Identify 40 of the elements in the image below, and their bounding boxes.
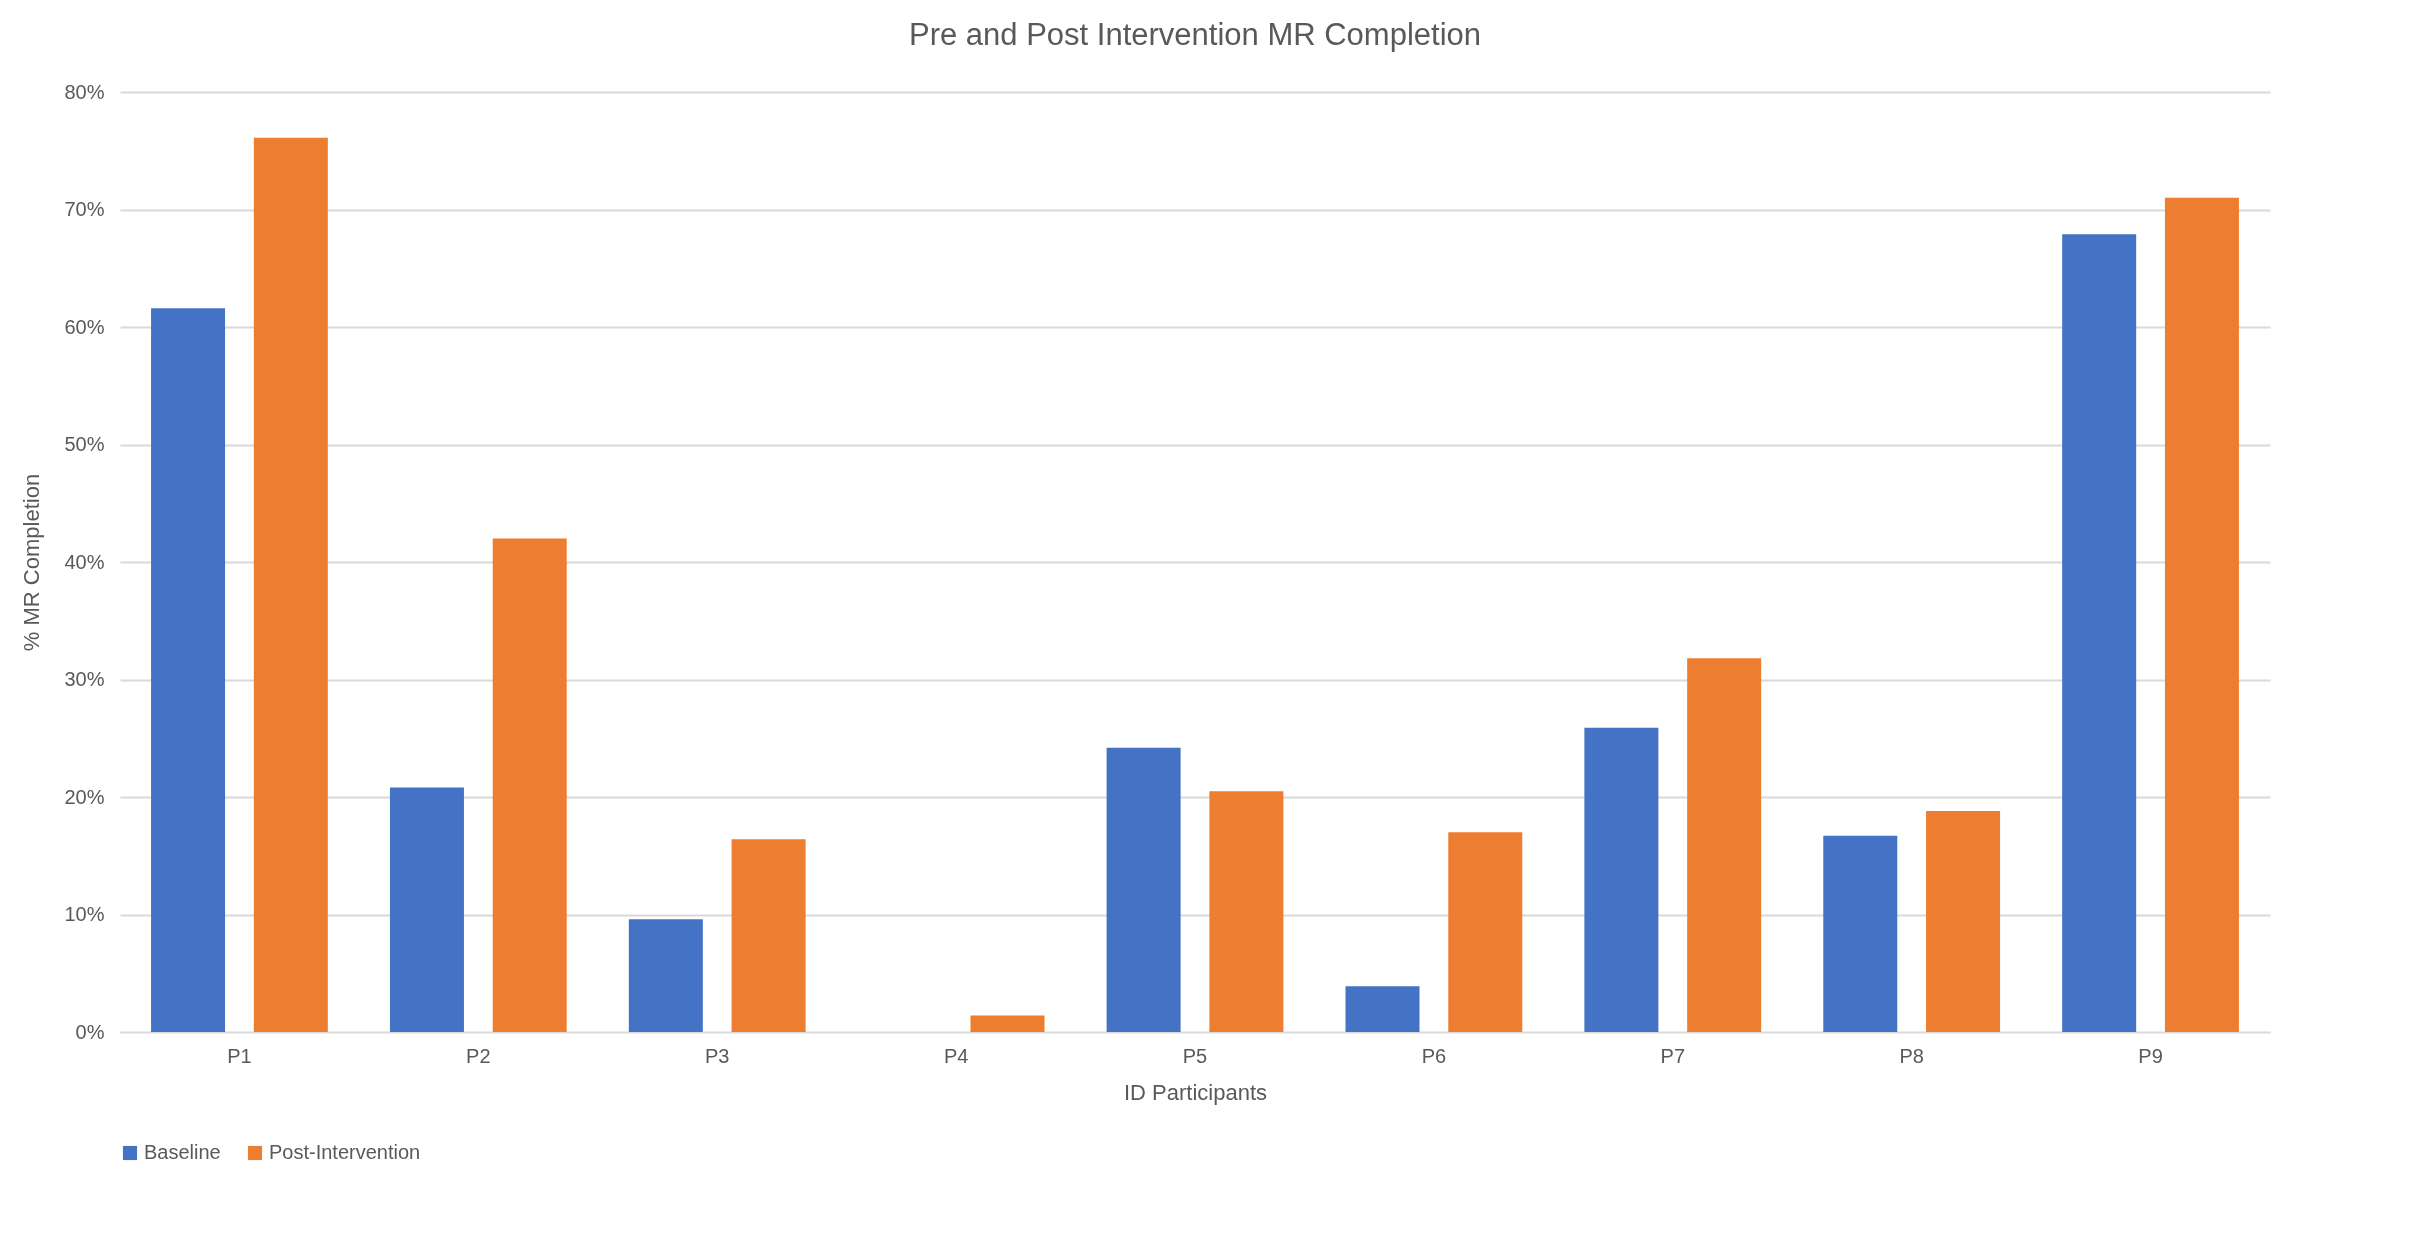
bar	[1687, 658, 1762, 1032]
bar	[2164, 197, 2239, 1032]
bar	[1823, 835, 1898, 1032]
bar	[2062, 234, 2137, 1032]
x-tick-label: P9	[2138, 1044, 2163, 1067]
bar	[628, 919, 703, 1032]
x-tick-label: P5	[1182, 1044, 1208, 1067]
bar	[1926, 811, 2001, 1032]
chart-title: Pre and Post Intervention MR Completion	[908, 17, 1482, 52]
x-tick-label: P4	[943, 1044, 969, 1067]
x-tick-label: P2	[466, 1044, 491, 1067]
bar	[1345, 986, 1420, 1032]
bar	[389, 787, 464, 1032]
bar	[151, 308, 226, 1032]
bar	[970, 1015, 1045, 1032]
bar	[731, 839, 806, 1032]
bar	[1584, 727, 1659, 1032]
legend-label: Baseline	[144, 1141, 221, 1163]
bar	[1448, 832, 1523, 1032]
bar	[492, 538, 567, 1032]
x-tick-label: P6	[1421, 1044, 1447, 1067]
y-tick-label: 50%	[64, 433, 105, 455]
x-tick-label: P3	[704, 1044, 730, 1067]
x-tick-label: P8	[1899, 1044, 1924, 1067]
y-tick-label: 60%	[64, 315, 105, 338]
y-tick-label: 70%	[64, 198, 105, 220]
x-axis-title: ID Participants	[1123, 1079, 1268, 1105]
y-tick-label: 20%	[64, 785, 105, 808]
bar	[253, 137, 328, 1032]
legend-label: Post-Intervention	[269, 1141, 421, 1163]
x-tick-label: P7	[1660, 1044, 1686, 1067]
y-tick-label: 0%	[75, 1020, 105, 1043]
y-tick-label: 80%	[64, 80, 105, 103]
x-tick-label: P1	[227, 1044, 252, 1067]
y-tick-label: 10%	[64, 903, 105, 925]
bar	[1106, 747, 1181, 1032]
bar	[1209, 791, 1284, 1032]
y-axis-title: % MR Completion	[19, 473, 45, 652]
y-tick-label: 30%	[64, 668, 105, 690]
y-tick-label: 40%	[64, 550, 105, 573]
